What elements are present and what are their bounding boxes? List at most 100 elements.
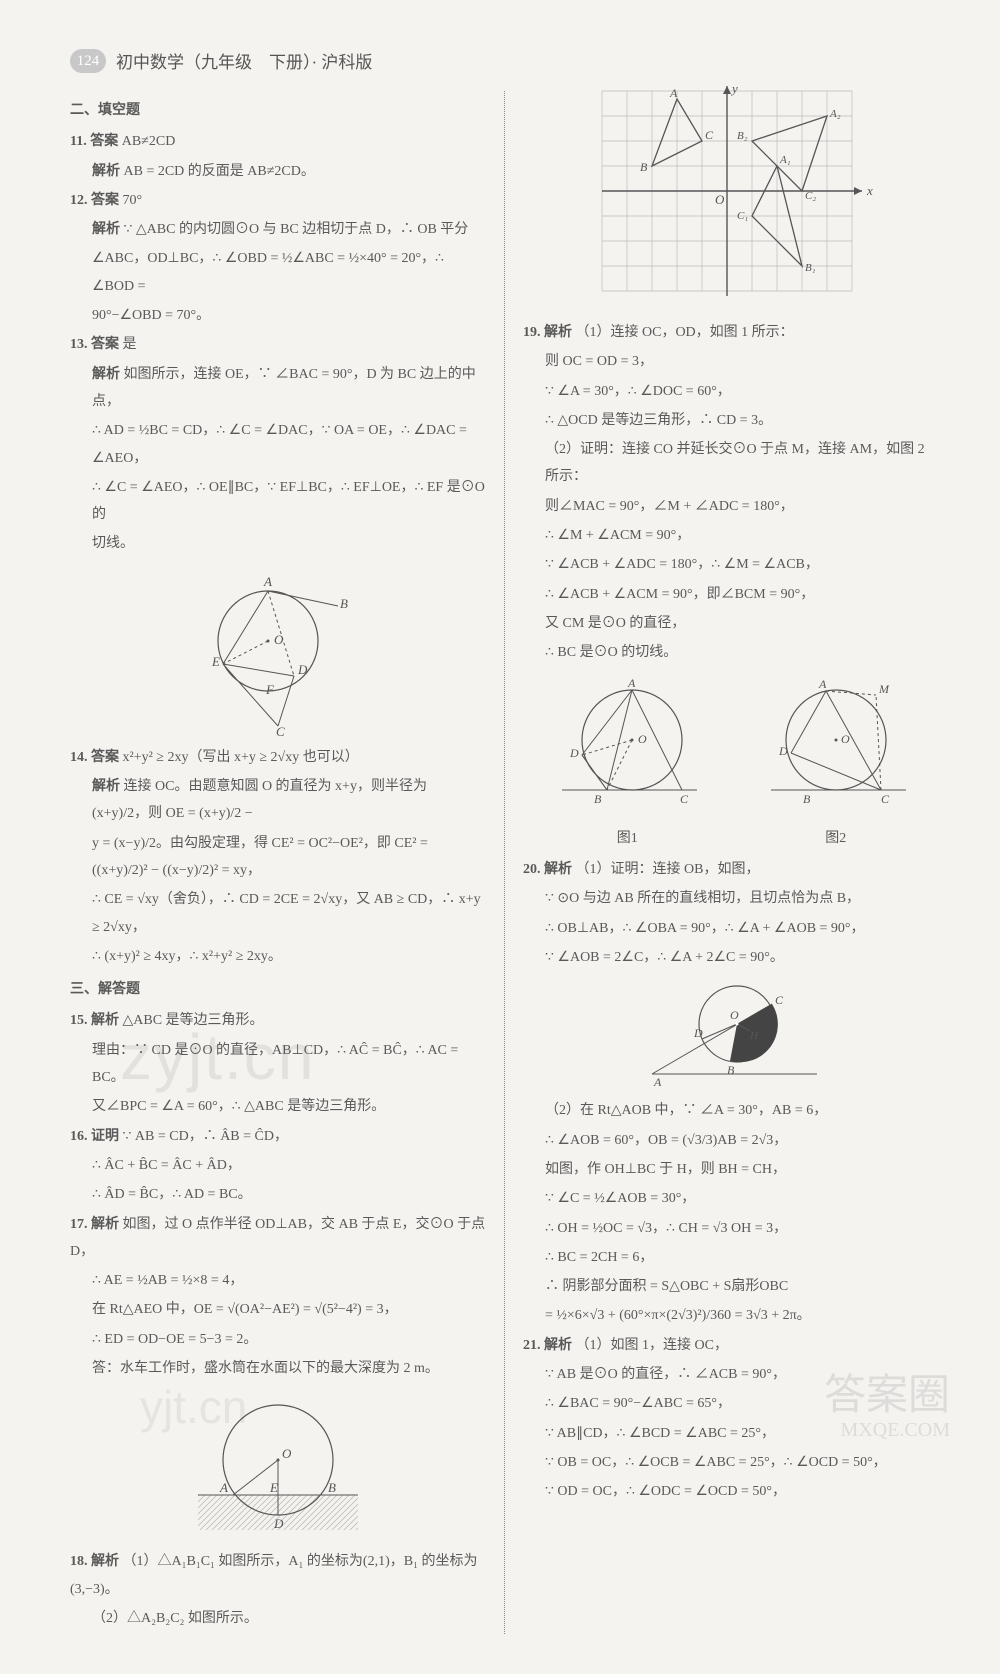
svg-text:D: D	[273, 1516, 284, 1531]
q11-exp: AB = 2CD 的反面是 AB≠2CD。	[120, 164, 315, 179]
q19-l10: 又 CM 是⊙O 的直径，	[523, 610, 940, 637]
svg-text:B₂: B₂	[737, 130, 748, 142]
svg-text:M: M	[878, 682, 890, 696]
svg-text:B: B	[340, 596, 348, 611]
q15-l1: △ABC 是等边三角形。	[119, 1013, 264, 1028]
svg-text:O: O	[715, 192, 725, 207]
q18-l2: （2）△A₂B₂C₂ 如图所示。	[70, 1605, 486, 1632]
q13-ans: 是	[119, 337, 137, 352]
svg-text:D: D	[569, 746, 579, 760]
q17-l3: 在 Rt△AEO 中，OE = √(OA²−AE²) = √(5²−4²) = …	[70, 1296, 486, 1323]
svg-text:C: C	[705, 128, 714, 142]
q17-l4: ∴ ED = OD−OE = 5−3 = 2。	[70, 1326, 486, 1353]
q16-l3: ∴ ÂD = B̂C，∴ AD = BC。	[70, 1181, 486, 1208]
q17-l5: 答：水车工作时，盛水筒在水面以下的最大深度为 2 m。	[70, 1355, 486, 1382]
q19-l9: ∴ ∠ACB + ∠ACM = 90°，即∠BCM = 90°，	[523, 581, 940, 608]
q19-fig2: A M O D B C	[761, 675, 911, 815]
q12-l1: ∵ △ABC 的内切圆⊙O 与 BC 边相切于点 D，∴ OB 平分	[120, 222, 468, 237]
q17-figure: O A E B D	[178, 1390, 378, 1540]
q19-fig2-label: 图2	[761, 825, 911, 852]
q21-l6: ∵ OD = OC，∴ ∠ODC = ∠OCD = 50°，	[523, 1478, 940, 1505]
q20-l4: ∵ ∠AOB = 2∠C，∴ ∠A + 2∠C = 90°。	[523, 944, 940, 971]
q19-l2: 则 OC = OD = 3，	[523, 348, 940, 375]
q20-l9: ∴ OH = ½OC = √3，∴ CH = √3 OH = 3，	[523, 1215, 940, 1242]
q19-figpair: A O D B C 图1	[523, 675, 940, 853]
svg-text:C: C	[680, 792, 689, 806]
q18: 18. 解析 （1）△A₁B₁C₁ 如图所示，A₁ 的坐标为(2,1)，B₁ 的…	[70, 1548, 486, 1603]
svg-text:C₁: C₁	[737, 210, 748, 222]
q19-l8: ∵ ∠ACB + ∠ADC = 180°，∴ ∠M = ∠ACB，	[523, 551, 940, 578]
q20-l11: ∴ 阴影部分面积 = S△OBC + S扇形OBC	[523, 1273, 940, 1300]
svg-text:O: O	[841, 732, 850, 746]
svg-text:C₂: C₂	[805, 190, 816, 202]
q11-exp-label: 解析	[92, 164, 120, 179]
svg-text:A: A	[653, 1075, 662, 1089]
q20-l2: ∵ ⊙O 与边 AB 所在的直线相切，且切点恰为点 B，	[523, 885, 940, 912]
q15-l2: 理由：∵ CD 是⊙O 的直径，AB⊥CD，∴ AĈ = BĈ，∴ AC = B…	[70, 1037, 486, 1092]
svg-text:O: O	[638, 732, 647, 746]
q16-l1: ∵ AB = CD，∴ ÂB = ĈD，	[119, 1129, 288, 1144]
svg-text:B: B	[640, 160, 648, 174]
svg-text:B: B	[727, 1063, 735, 1077]
q14-l3: ∴ CE = √xy（舍负），∴ CD = 2CE = 2√xy，又 AB ≥ …	[70, 886, 486, 941]
q19-fig1-wrap: A O D B C 图1	[552, 675, 702, 853]
q19-l4: ∴ △OCD 是等边三角形，∴ CD = 3。	[523, 407, 940, 434]
svg-text:C: C	[775, 993, 784, 1007]
q18-figure: x y O A B C A₁ B₁ C₁ A₂ B₂ C₂	[582, 81, 882, 311]
svg-text:F: F	[265, 682, 275, 697]
page-header: 124 初中数学（九年级 下册）· 沪科版	[70, 48, 940, 73]
q20-label: 20. 解析	[523, 862, 572, 877]
svg-text:A: A	[263, 574, 272, 589]
section-fill-blank: 二、填空题	[70, 97, 486, 124]
q13-l1: 如图所示，连接 OE，∵ ∠BAC = 90°，D 为 BC 边上的中点，	[92, 367, 476, 409]
svg-text:E: E	[211, 654, 220, 669]
svg-text:A: A	[219, 1480, 228, 1495]
q19-l1: （1）连接 OC，OD，如图 1 所示：	[572, 325, 794, 340]
svg-text:D: D	[297, 662, 308, 677]
q17-label: 17. 解析	[70, 1217, 119, 1232]
q14-label: 14. 答案	[70, 750, 119, 765]
svg-text:B: B	[594, 792, 602, 806]
section-answer: 三、解答题	[70, 976, 486, 1003]
q21-l2: ∵ AB 是⊙O 的直径，∴ ∠ACB = 90°，	[523, 1361, 940, 1388]
q19-fig1-label: 图1	[552, 825, 702, 852]
q13-l2: ∴ AD = ½BC = CD，∴ ∠C = ∠DAC，∵ OA = OE，∴ …	[70, 417, 486, 472]
columns: 二、填空题 11. 答案 AB≠2CD 解析 AB = 2CD 的反面是 AB≠…	[70, 91, 940, 1634]
q12-label: 12. 答案	[70, 193, 119, 208]
q12-l2: ∠ABC，OD⊥BC，∴ ∠OBD = ½∠ABC = ½×40° = 20°，…	[70, 245, 486, 300]
svg-text:C: C	[881, 792, 890, 806]
q19-l6: 则∠MAC = 90°，∠M + ∠ADC = 180°，	[523, 493, 940, 520]
q14-exp-label: 解析	[92, 779, 120, 794]
q13-l4: 切线。	[70, 530, 486, 557]
svg-text:A: A	[818, 677, 827, 691]
q19-l5: （2）证明：连接 CO 并延长交⊙O 于点 M，连接 AM，如图 2 所示：	[523, 436, 940, 491]
q14: 14. 答案 x²+y² ≥ 2xy（写出 x+y ≥ 2√xy 也可以）	[70, 744, 486, 771]
right-column: x y O A B C A₁ B₁ C₁ A₂ B₂ C₂	[505, 91, 940, 1634]
q20-l3: ∴ OB⊥AB，∴ ∠OBA = 90°，∴ ∠A + ∠AOB = 90°，	[523, 915, 940, 942]
q13-exp: 解析 如图所示，连接 OE，∵ ∠BAC = 90°，D 为 BC 边上的中点，	[70, 361, 486, 416]
q15-label: 15. 解析	[70, 1013, 119, 1028]
q13-figure: A B O D E F C	[188, 566, 368, 736]
q20: 20. 解析 （1）证明：连接 OB，如图，	[523, 856, 940, 883]
q20-l1: （1）证明：连接 OB，如图，	[572, 862, 759, 877]
svg-text:A: A	[627, 676, 636, 690]
q12-exp: 解析 ∵ △ABC 的内切圆⊙O 与 BC 边相切于点 D，∴ OB 平分	[70, 216, 486, 243]
q13-l3: ∴ ∠C = ∠AEO，∴ OE∥BC，∵ EF⊥BC，∴ EF⊥OE，∴ EF…	[70, 474, 486, 529]
svg-text:E: E	[269, 1480, 278, 1495]
svg-text:D: D	[778, 744, 788, 758]
q20-l10: ∴ BC = 2CH = 6，	[523, 1244, 940, 1271]
svg-text:y: y	[730, 81, 738, 96]
q16-label: 16. 证明	[70, 1129, 119, 1144]
svg-text:A₂: A₂	[829, 108, 841, 120]
q16-l2: ∴ ÂC + B̂C = ÂC + ÂD，	[70, 1152, 486, 1179]
q19-fig1: A O D B C	[552, 675, 702, 815]
q17-l2: ∴ AE = ½AB = ½×8 = 4，	[70, 1267, 486, 1294]
svg-text:H: H	[749, 1030, 759, 1042]
q11-ans: AB≠2CD	[118, 134, 175, 149]
q21-label: 21. 解析	[523, 1338, 572, 1353]
svg-text:B: B	[328, 1480, 336, 1495]
left-column: 二、填空题 11. 答案 AB≠2CD 解析 AB = 2CD 的反面是 AB≠…	[70, 91, 505, 1634]
page-title: 初中数学（九年级 下册）· 沪科版	[116, 48, 372, 73]
svg-text:O: O	[274, 632, 284, 647]
svg-text:A: A	[669, 86, 678, 100]
